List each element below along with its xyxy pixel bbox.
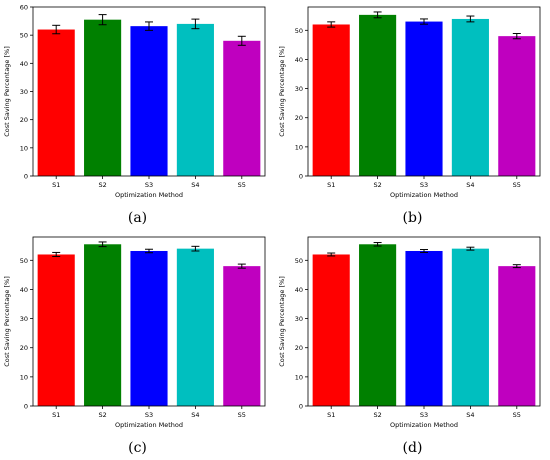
bar-S3: [405, 250, 443, 406]
x-tick-label-S1: S1: [52, 181, 60, 189]
x-tick-label-S2: S2: [98, 411, 106, 419]
y-tick-label: 50: [20, 257, 28, 265]
x-tick-label-S5: S5: [238, 181, 246, 189]
y-tick-label: 10: [295, 373, 303, 381]
y-tick-label: 0: [24, 403, 28, 411]
y-tick-label: 30: [20, 315, 28, 323]
x-tick-label-S3: S3: [145, 181, 153, 189]
x-tick-label-S2: S2: [98, 181, 106, 189]
y-tick-label: 40: [20, 60, 28, 68]
bar-S4: [451, 18, 489, 177]
x-tick-label-S3: S3: [420, 411, 428, 419]
y-tick-label: 20: [295, 344, 303, 352]
x-tick-label-S4: S4: [466, 181, 474, 189]
bar-S2: [359, 244, 397, 406]
x-axis-label: Optimization Method: [390, 421, 458, 429]
y-axis-label: Cost Saving Percentage [%]: [3, 46, 11, 136]
y-tick-label: 50: [295, 27, 303, 35]
panel-caption-b: (b): [402, 210, 423, 226]
bar-S5: [498, 36, 536, 176]
y-tick-label: 20: [295, 114, 303, 122]
bar-S1: [312, 254, 350, 406]
x-tick-label-S5: S5: [513, 411, 521, 419]
x-tick-label-S2: S2: [373, 181, 381, 189]
y-axis-label: Cost Saving Percentage [%]: [278, 276, 286, 366]
y-tick-label: 0: [299, 173, 303, 181]
panel-caption-c: (c): [128, 440, 147, 456]
y-axis-label: Cost Saving Percentage [%]: [3, 276, 11, 366]
y-tick-label: 50: [20, 32, 28, 40]
y-tick-label: 10: [20, 144, 28, 152]
y-tick-label: 0: [24, 173, 28, 181]
x-tick-label-S4: S4: [466, 411, 474, 419]
y-tick-label: 60: [20, 4, 28, 12]
chart-panel-b: 0 10 20 30 40 50 S1 S2 S3 S4 S5 Optimization Method…: [275, 0, 550, 230]
bar-S1: [37, 254, 75, 406]
x-axis-label: Optimization Method: [390, 191, 458, 199]
y-tick-label: 30: [295, 85, 303, 93]
x-tick-label-S5: S5: [513, 181, 521, 189]
bar-S2: [84, 19, 122, 176]
chart-panel-d: 0 10 20 30 40 50 S1 S2 S3 S4 S5 Optimization Method…: [275, 230, 550, 460]
bar-S1: [312, 24, 350, 177]
bar-S5: [498, 266, 536, 406]
y-tick-label: 30: [20, 88, 28, 96]
bar-S4: [176, 248, 214, 406]
y-tick-label: 40: [20, 286, 28, 294]
x-tick-label-S1: S1: [327, 181, 335, 189]
chart-panel-a: 0 10 20 30 40 50 60 S1 S2 S3 S4 S5 Optimization Meth…: [0, 0, 275, 230]
chart-d-svg: 0 10 20 30 40 50 S1 S2 S3 S4 S5 Optimization Method…: [278, 236, 541, 429]
chart-panel-c: 0 10 20 30 40 50 S1 S2 S3 S4 S5 Optimization Method…: [0, 230, 275, 460]
bar-S3: [130, 26, 168, 176]
y-tick-label: 10: [295, 143, 303, 151]
y-tick-label: 40: [295, 56, 303, 64]
y-tick-label: 20: [20, 116, 28, 124]
x-tick-label-S2: S2: [373, 411, 381, 419]
y-tick-label: 30: [295, 315, 303, 323]
x-tick-label-S3: S3: [420, 181, 428, 189]
y-tick-label: 50: [295, 257, 303, 265]
bar-S1: [37, 29, 75, 177]
bar-S3: [130, 250, 168, 406]
x-tick-label-S4: S4: [191, 181, 199, 189]
panel-caption-d: (d): [402, 440, 423, 456]
panel-caption-a: (a): [127, 210, 148, 226]
x-tick-label-S4: S4: [191, 411, 199, 419]
y-tick-label: 20: [20, 344, 28, 352]
chart-c-svg: 0 10 20 30 40 50 S1 S2 S3 S4 S5 Optimization Method…: [3, 236, 266, 429]
bar-S3: [405, 21, 443, 176]
y-tick-label: 40: [295, 286, 303, 294]
chart-a-svg: 0 10 20 30 40 50 60 S1 S2 S3 S4 S5 Optimization Meth…: [3, 4, 266, 199]
x-tick-label-S1: S1: [327, 411, 335, 419]
bar-S5: [223, 40, 261, 176]
bar-S5: [223, 266, 261, 406]
bar-S2: [84, 244, 122, 406]
y-tick-label: 0: [299, 403, 303, 411]
y-axis-label: Cost Saving Percentage [%]: [278, 46, 286, 136]
y-tick-label: 10: [20, 373, 28, 381]
x-axis-label: Optimization Method: [115, 191, 183, 199]
x-tick-label-S5: S5: [238, 411, 246, 419]
bar-S2: [359, 14, 397, 176]
chart-b-svg: 0 10 20 30 40 50 S1 S2 S3 S4 S5 Optimization Method…: [278, 6, 541, 199]
bar-S4: [176, 23, 214, 177]
x-tick-label-S3: S3: [145, 411, 153, 419]
x-tick-label-S1: S1: [52, 411, 60, 419]
x-axis-label: Optimization Method: [115, 421, 183, 429]
bar-S4: [451, 248, 489, 406]
